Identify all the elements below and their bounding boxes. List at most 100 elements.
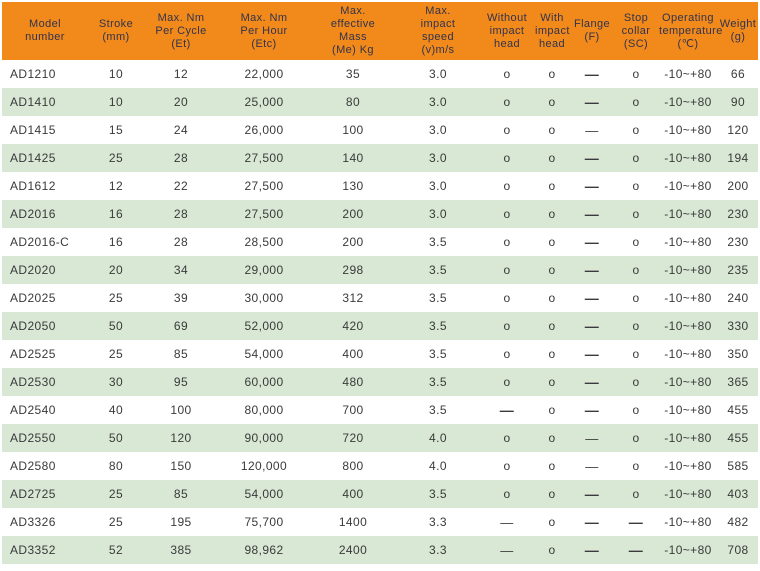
cell-model-number: AD1415	[10, 123, 56, 137]
table-row: AD2016 16 28 27,500 200 3.0 o o — o -10~+80 230	[2, 200, 758, 228]
cell-operating-temperature: -10~+80	[664, 235, 712, 249]
cell-operating-temperature: -10~+80	[664, 123, 712, 137]
column-header-weight: Weight (g)	[718, 2, 758, 60]
cell-stroke: 20	[108, 263, 124, 277]
cell-without-impact-head: o	[503, 263, 511, 277]
cell-flange: —	[584, 402, 600, 418]
cell-max-effective-mass: 420	[342, 319, 364, 333]
cell-max-effective-mass: 80	[345, 95, 361, 109]
product-spec-table: Model number Stroke (mm) Max. Nm Per Cycle…	[2, 2, 758, 564]
cell-model-number: AD2550	[10, 431, 56, 445]
cell-flange: —	[585, 458, 599, 474]
cell-model-number: AD2540	[10, 403, 56, 417]
cell-stop-collar: o	[632, 431, 640, 445]
table-row: AD2020 20 34 29,000 298 3.5 o o — o -10~+80 235	[2, 256, 758, 284]
cell-max-impact-speed: 3.5	[429, 291, 447, 305]
cell-without-impact-head: o	[503, 123, 511, 137]
cell-max-effective-mass: 480	[342, 375, 364, 389]
cell-operating-temperature: -10~+80	[664, 459, 712, 473]
cell-max-nm-per-cycle: 24	[173, 123, 189, 137]
cell-max-nm-per-hour: 75,700	[244, 515, 284, 529]
cell-stop-collar: o	[632, 123, 640, 137]
table-row: AD1425 25 28 27,500 140 3.0 o o — o -10~+80 194	[2, 144, 758, 172]
cell-max-nm-per-cycle: 28	[173, 235, 189, 249]
cell-stop-collar: o	[632, 179, 640, 193]
cell-max-impact-speed: 3.5	[429, 263, 447, 277]
cell-operating-temperature: -10~+80	[664, 151, 712, 165]
cell-max-impact-speed: 3.0	[429, 123, 447, 137]
cell-stroke: 50	[108, 431, 124, 445]
cell-with-impact-head: o	[548, 347, 556, 361]
cell-flange: —	[584, 178, 600, 194]
cell-model-number: AD2020	[10, 263, 56, 277]
cell-stroke: 10	[108, 95, 124, 109]
cell-without-impact-head: o	[503, 347, 511, 361]
cell-max-nm-per-hour: 30,000	[244, 291, 284, 305]
cell-flange: —	[584, 94, 600, 110]
cell-max-nm-per-cycle: 28	[173, 207, 189, 221]
cell-flange: —	[584, 318, 600, 334]
cell-stroke: 25	[108, 487, 124, 501]
cell-max-nm-per-hour: 98,962	[244, 543, 284, 557]
cell-without-impact-head: o	[503, 235, 511, 249]
cell-operating-temperature: -10~+80	[664, 319, 712, 333]
cell-model-number: AD1425	[10, 151, 56, 165]
cell-without-impact-head: o	[503, 207, 511, 221]
cell-max-impact-speed: 3.5	[429, 375, 447, 389]
table-row: AD2025 25 39 30,000 312 3.5 o o — o -10~+80 240	[2, 284, 758, 312]
column-header-max-effective-mass: Max. effective Mass (Me) Kg	[310, 2, 396, 60]
cell-with-impact-head: o	[548, 263, 556, 277]
cell-without-impact-head: —	[499, 402, 515, 418]
cell-model-number: AD2525	[10, 347, 56, 361]
cell-weight: 482	[727, 515, 749, 529]
cell-weight: 66	[730, 67, 746, 81]
cell-stop-collar: o	[632, 291, 640, 305]
cell-stroke: 25	[108, 291, 124, 305]
cell-weight: 403	[727, 487, 749, 501]
cell-operating-temperature: -10~+80	[664, 179, 712, 193]
cell-with-impact-head: o	[548, 207, 556, 221]
cell-max-nm-per-hour: 52,000	[244, 319, 284, 333]
cell-stop-collar: o	[632, 207, 640, 221]
cell-model-number: AD1210	[10, 67, 56, 81]
table-row: AD2725 25 85 54,000 400 3.5 o o — o -10~+80 403	[2, 480, 758, 508]
cell-stroke: 80	[108, 459, 124, 473]
cell-weight: 708	[727, 543, 749, 557]
cell-max-effective-mass: 200	[342, 235, 364, 249]
cell-model-number: AD3326	[10, 515, 56, 529]
cell-stroke: 16	[108, 207, 124, 221]
cell-stroke: 25	[108, 347, 124, 361]
cell-stop-collar: o	[632, 459, 640, 473]
cell-max-nm-per-hour: 29,000	[244, 263, 284, 277]
cell-model-number: AD2025	[10, 291, 56, 305]
cell-max-nm-per-cycle: 22	[173, 179, 189, 193]
cell-stroke: 30	[108, 375, 124, 389]
cell-max-effective-mass: 200	[342, 207, 364, 221]
cell-stop-collar: —	[628, 542, 644, 558]
cell-max-nm-per-cycle: 85	[173, 347, 189, 361]
cell-without-impact-head: o	[503, 375, 511, 389]
cell-model-number: AD2530	[10, 375, 56, 389]
cell-flange: —	[584, 290, 600, 306]
cell-max-impact-speed: 3.5	[429, 403, 447, 417]
cell-max-nm-per-hour: 27,500	[244, 151, 284, 165]
cell-weight: 200	[727, 179, 749, 193]
table-row: AD2540 40 100 80,000 700 3.5 — o — o -10~+80 455	[2, 396, 758, 424]
cell-flange: —	[584, 346, 600, 362]
cell-without-impact-head: o	[503, 67, 511, 81]
cell-max-effective-mass: 130	[342, 179, 364, 193]
cell-model-number: AD2580	[10, 459, 56, 473]
cell-max-nm-per-cycle: 100	[170, 403, 192, 417]
table-row: AD2016-C 16 28 28,500 200 3.5 o o — o -10~+80 230	[2, 228, 758, 256]
cell-operating-temperature: -10~+80	[664, 347, 712, 361]
cell-max-nm-per-hour: 80,000	[244, 403, 284, 417]
cell-stop-collar: o	[632, 235, 640, 249]
cell-max-nm-per-cycle: 385	[170, 543, 192, 557]
cell-with-impact-head: o	[548, 375, 556, 389]
cell-stop-collar: o	[632, 319, 640, 333]
cell-flange: —	[585, 122, 599, 138]
cell-model-number: AD1410	[10, 95, 56, 109]
cell-max-impact-speed: 3.5	[429, 347, 447, 361]
cell-operating-temperature: -10~+80	[664, 263, 712, 277]
